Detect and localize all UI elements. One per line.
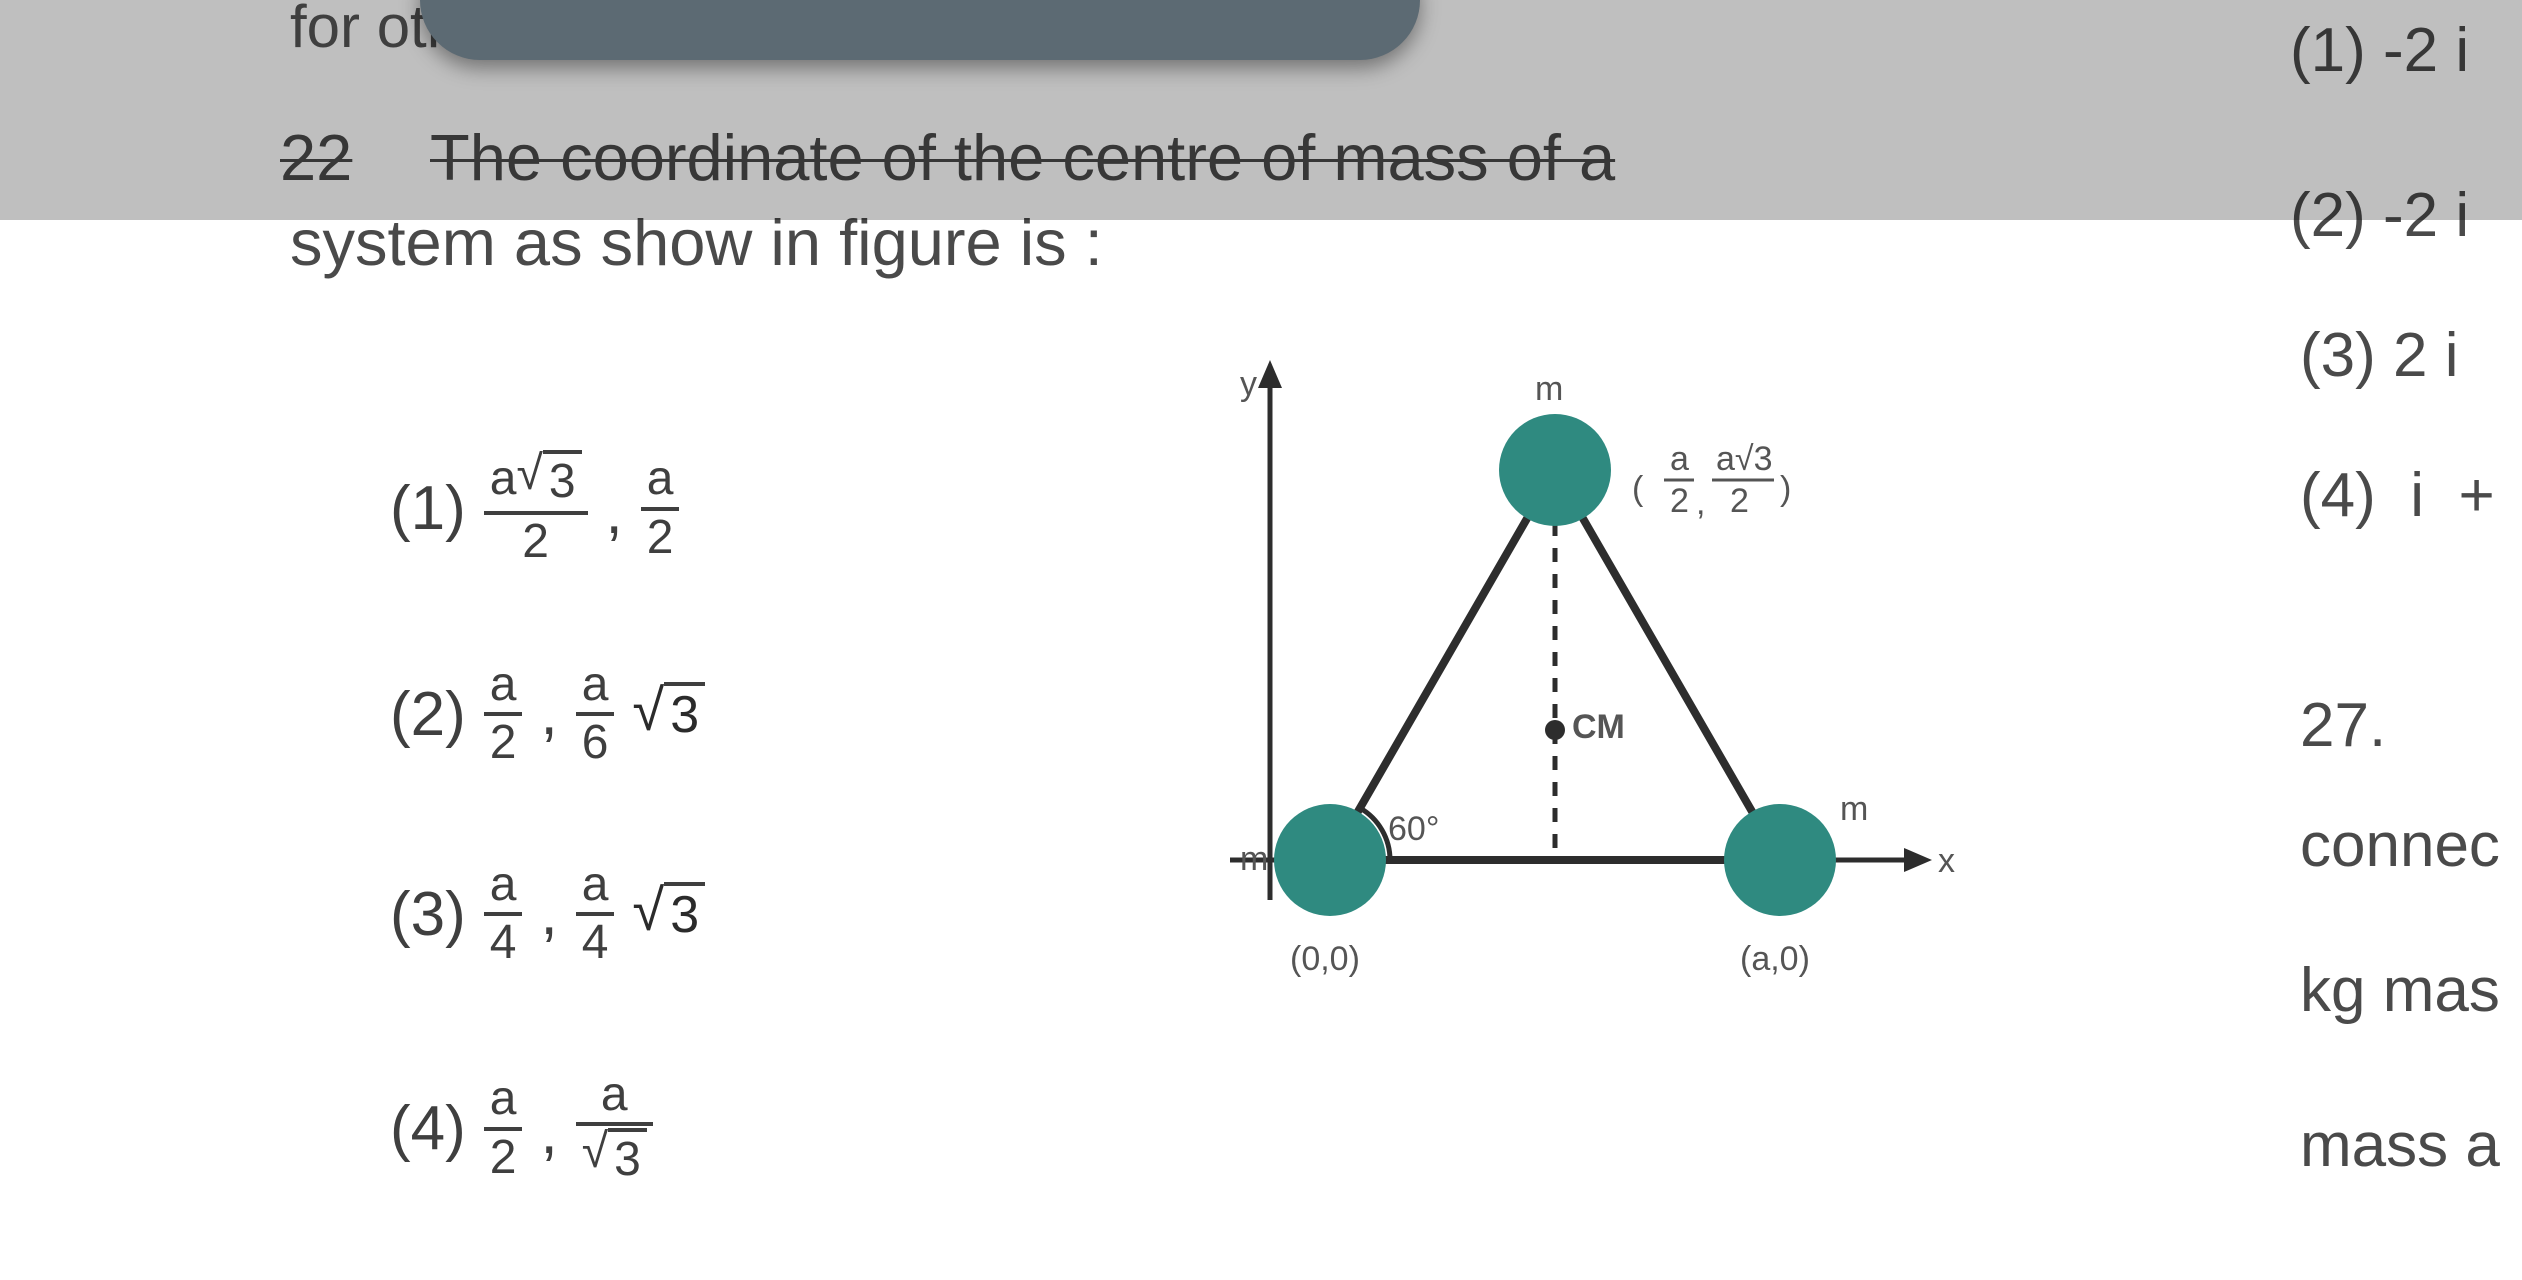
right-mass-label: m (1840, 790, 1868, 828)
right-coord: (a,0) (1740, 940, 1810, 978)
comma: , (540, 878, 557, 969)
comma: , (606, 477, 623, 568)
right-opt-3: (3) 2 i (2300, 320, 2458, 391)
question-line1: The coordinate of the centre of mass of … (430, 120, 1615, 195)
option-4-label: (4) (390, 1093, 466, 1164)
frag-kgmas: kg mas (2300, 955, 2500, 1026)
option-4-frac1: a 2 (484, 1074, 523, 1183)
svg-text:2: 2 (1670, 482, 1689, 520)
option-2-frac2: a 6 (576, 660, 615, 769)
svg-text:2: 2 (1730, 482, 1749, 520)
left-mass-label: m (1240, 840, 1268, 878)
sqrt-icon: √3 (516, 450, 581, 509)
option-3-label: (3) (390, 879, 466, 950)
frag-connec: connec (2300, 810, 2500, 881)
svg-text:a: a (1670, 440, 1689, 478)
frag-massa: mass a (2300, 1110, 2500, 1181)
right-opt-2: (2) -2 i (2290, 180, 2469, 251)
popup-pill (420, 0, 1420, 60)
x-axis-label: x (1938, 842, 1955, 880)
sqrt-icon: √3 (582, 1128, 647, 1187)
svg-text:a√3: a√3 (1716, 440, 1772, 478)
page-root: for other pa 22 The coordinate of the ce… (0, 0, 2522, 1280)
svg-text:(: ( (1632, 470, 1644, 508)
left-coord: (0,0) (1290, 940, 1360, 978)
option-2: (2) a 2 , a 6 √3 (390, 660, 705, 769)
opt1-n1a: a (490, 454, 517, 504)
option-3-frac2: a 4 (576, 860, 615, 969)
option-4-frac2: a √3 (576, 1070, 653, 1188)
comma: , (540, 1097, 557, 1188)
option-1-frac2: a 2 (641, 454, 680, 563)
sqrt-icon: √3 (632, 882, 705, 946)
question-number: 22 (280, 120, 352, 195)
svg-text:,: , (1696, 484, 1705, 522)
top-coord: ( a 2 , a√3 2 ) (1632, 440, 1791, 522)
question-line2: system as show in figure is : (290, 205, 1103, 280)
option-4: (4) a 2 , a √3 (390, 1070, 653, 1188)
option-3: (3) a 4 , a 4 √3 (390, 860, 705, 969)
q27-number: 27. (2300, 690, 2386, 761)
cm-label: CM (1572, 708, 1625, 746)
svg-text:): ) (1780, 470, 1791, 508)
option-1: (1) a √3 2 , a 2 (390, 450, 679, 568)
comma: , (540, 678, 557, 769)
option-1-label: (1) (390, 473, 466, 544)
option-2-label: (2) (390, 679, 466, 750)
option-3-frac1: a 4 (484, 860, 523, 969)
y-axis-label: y (1240, 365, 1257, 403)
angle-label: 60° (1388, 810, 1439, 848)
right-opt-1: (1) -2 i (2290, 15, 2469, 86)
option-1-frac1: a √3 2 (484, 450, 588, 568)
sqrt-icon: √3 (632, 682, 705, 746)
right-opt-4: (4) i + (2300, 460, 2495, 531)
triangle-diagram: y x CM 60° m m m ( a 2 , a√3 (1080, 340, 1980, 1040)
opt1-d1: 2 (516, 517, 555, 567)
top-mass-label: m (1535, 370, 1563, 408)
option-2-frac1: a 2 (484, 660, 523, 769)
